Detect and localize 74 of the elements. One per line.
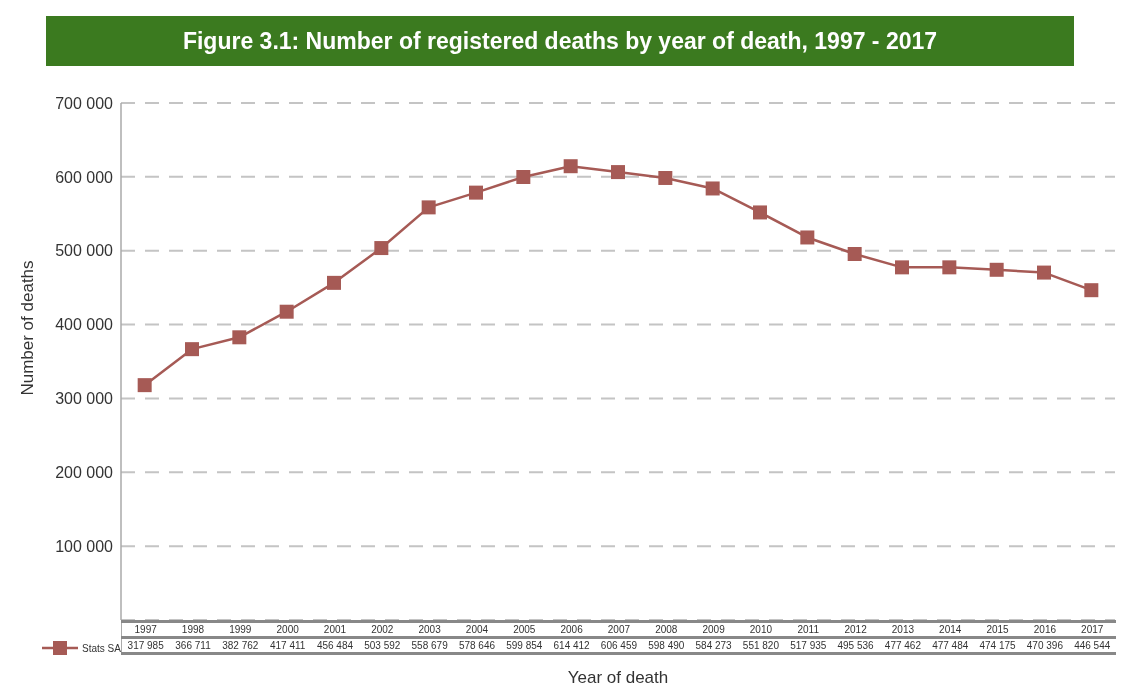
x-tick-label: 1997	[121, 621, 170, 638]
y-tick-label: 500 000	[55, 242, 114, 260]
point	[611, 165, 625, 180]
x-tick-label: 2010	[748, 623, 774, 637]
point	[469, 185, 483, 200]
y-tick-label: 400 000	[55, 316, 114, 334]
data-label: 366 711	[174, 639, 212, 653]
point	[279, 304, 294, 319]
x-tick-label: 1999	[228, 623, 253, 637]
point	[753, 205, 767, 220]
x-tick-label: 2004	[464, 623, 490, 637]
data-label: 446 544	[1073, 639, 1112, 653]
legend-label: Stats SA	[82, 642, 121, 654]
y-axis-title: Number of deaths	[18, 260, 38, 396]
x-tick-label: 2009	[701, 623, 726, 637]
point	[942, 260, 957, 275]
y-tick-label: 200 000	[55, 463, 114, 481]
data-label: 474 175	[978, 639, 1017, 653]
data-label: 317 985	[121, 637, 170, 654]
point	[989, 262, 1004, 277]
point	[185, 342, 199, 357]
x-tick-label: 2000	[275, 623, 300, 637]
x-tick-label: 2005	[512, 623, 537, 637]
point	[232, 330, 247, 345]
x-tick-label: 2012	[843, 623, 868, 637]
y-tick-label: 700 000	[55, 94, 114, 112]
point	[1037, 265, 1051, 280]
data-label: 477 484	[931, 639, 970, 653]
data-label: 599 854	[505, 639, 544, 653]
data-label: 477 462	[883, 639, 922, 653]
point	[327, 275, 341, 290]
data-label: 614 412	[552, 639, 591, 653]
x-tick-label: 2002	[370, 623, 395, 637]
point	[563, 159, 578, 174]
x-tick-label: 1998	[180, 623, 206, 637]
x-axis-title: Year of death	[566, 668, 670, 688]
x-tick-label: 2003	[417, 623, 442, 637]
point	[374, 241, 389, 256]
x-tick-label: 2017	[1080, 623, 1105, 637]
x-tick-label: 2016	[1032, 623, 1057, 637]
chart-title: Figure 3.1: Number of registered deaths by year of death, 1997 - 2017	[46, 16, 1074, 66]
data-label: 417 411	[268, 639, 307, 653]
x-tick-label: 2013	[890, 623, 916, 637]
data-label: 578 646	[457, 639, 497, 653]
data-label: 495 536	[836, 639, 875, 653]
data-label: 551 820	[741, 639, 780, 653]
point	[800, 230, 815, 245]
x-tick-label: 2001	[322, 623, 348, 637]
point	[847, 247, 862, 262]
x-tick-label: 2014	[938, 623, 963, 637]
y-tick-label: 300 000	[55, 390, 114, 408]
x-tick-label: 2008	[654, 623, 679, 637]
x-tick-label: 2011	[796, 623, 820, 637]
data-label: 584 273	[694, 639, 733, 653]
y-tick-label: 100 000	[55, 537, 114, 555]
point	[705, 181, 720, 196]
data-label: 517 935	[789, 639, 828, 653]
point	[658, 170, 673, 185]
point	[516, 169, 531, 184]
data-label: 598 490	[647, 639, 686, 653]
data-label: 456 484	[315, 639, 355, 653]
point	[421, 200, 436, 215]
x-tick-label: 2015	[985, 623, 1010, 637]
data-label: 558 679	[410, 639, 449, 653]
data-label: 503 592	[363, 639, 402, 653]
x-tick-label: 2007	[606, 623, 632, 637]
data-label: 382 762	[221, 639, 260, 653]
data-label: 470 396	[1025, 639, 1064, 653]
point	[895, 260, 909, 275]
point	[137, 378, 152, 393]
y-tick-label: 600 000	[55, 168, 114, 186]
x-tick-label: 2006	[559, 623, 584, 637]
data-label: 606 459	[599, 639, 638, 653]
point	[1084, 283, 1099, 298]
